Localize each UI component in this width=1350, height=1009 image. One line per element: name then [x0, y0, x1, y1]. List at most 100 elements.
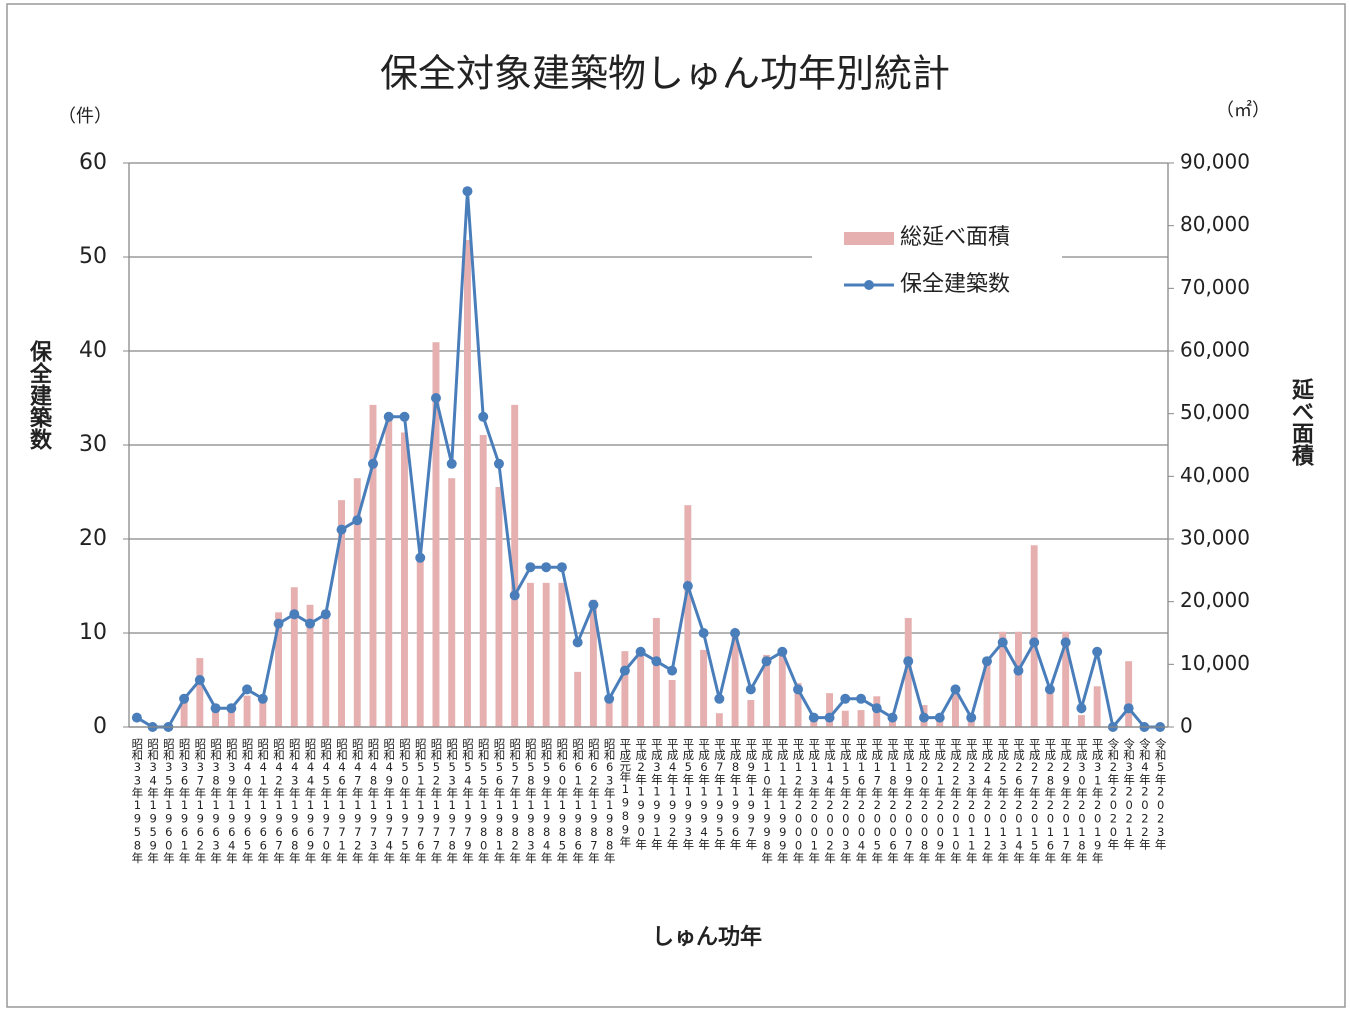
marker — [194, 675, 205, 685]
bar — [1077, 715, 1085, 727]
x-tick-label: 平成7年1995年 — [713, 738, 727, 850]
marker — [918, 712, 929, 723]
bar — [511, 404, 519, 727]
x-tick-label: 平成11年1999年 — [776, 738, 790, 863]
bar — [1093, 686, 1101, 727]
x-tick-label: 平成28年2016年 — [1043, 738, 1057, 863]
x-tick-label: 昭和46年1971年 — [335, 738, 349, 863]
bar — [747, 700, 755, 727]
legend-swatch — [844, 232, 894, 245]
x-tick-label: 平成22年2010年 — [949, 738, 963, 863]
y2-tick-label: 40,000 — [1180, 463, 1250, 487]
x-tick-label: 平成6年1994年 — [697, 738, 711, 850]
x-tick-label: 平成15年2003年 — [839, 738, 853, 863]
y2-tick-label: 50,000 — [1180, 400, 1250, 424]
marker — [1013, 665, 1024, 676]
marker — [588, 599, 599, 610]
legend-label: 総延べ面積 — [900, 225, 1010, 250]
bar — [605, 696, 613, 727]
x-tick-label: 昭和43年1968年 — [288, 738, 302, 863]
bar — [542, 582, 550, 727]
marker — [856, 693, 867, 704]
marker — [1060, 637, 1071, 648]
bar — [1046, 690, 1054, 727]
bar — [889, 720, 896, 727]
x-tick-label: 昭和39年1964年 — [225, 738, 239, 863]
x-tick-label: 平成31年2019年 — [1091, 738, 1105, 863]
y-tick-label: 30 — [79, 432, 107, 457]
marker — [1092, 646, 1103, 657]
bar — [1125, 661, 1133, 727]
x-tick-label: 令和5年2023年 — [1154, 737, 1168, 850]
x-tick-label: 昭和40年1965年 — [241, 738, 255, 863]
marker — [430, 393, 441, 403]
x-tick-label: 昭和53年1978年 — [445, 738, 459, 863]
bar — [353, 478, 361, 727]
marker — [289, 609, 300, 620]
bar — [952, 690, 959, 727]
marker — [714, 693, 725, 704]
bar — [904, 617, 912, 727]
marker — [1123, 703, 1134, 714]
marker — [903, 656, 914, 667]
marker — [777, 646, 788, 657]
bar — [778, 654, 786, 727]
marker — [399, 411, 410, 422]
marker — [682, 581, 693, 591]
bar — [243, 695, 251, 727]
y2-tick-label: 60,000 — [1180, 338, 1250, 362]
x-tick-label: 平成17年2005年 — [870, 738, 884, 863]
legend-label: 保全建築数 — [900, 272, 1010, 297]
marker — [242, 684, 253, 695]
y-tick-label: 50 — [79, 244, 107, 269]
y-tick-label: 0 — [93, 714, 107, 739]
x-tick-label: 令和4年2022年 — [1138, 737, 1152, 850]
marker — [793, 684, 804, 695]
x-tick-label: 昭和35年1960年 — [162, 738, 176, 863]
y2-tick-label: 90,000 — [1180, 150, 1250, 174]
bar — [652, 617, 660, 727]
bar — [290, 587, 298, 727]
x-tick-label: 昭和57年1982年 — [508, 738, 522, 863]
x-tick-label: 昭和63年1988年 — [603, 738, 617, 863]
marker — [525, 562, 536, 573]
marker — [368, 458, 379, 469]
marker — [966, 712, 977, 723]
bar — [574, 671, 582, 727]
x-tick-label: 昭和38年1963年 — [209, 738, 223, 863]
bar — [463, 240, 471, 727]
bar — [369, 404, 377, 727]
x-tick-label: 昭和62年1987年 — [587, 738, 601, 863]
x-tick-label: 昭和51年1976年 — [414, 738, 428, 863]
x-tick-label: 平成19年2007年 — [902, 738, 916, 863]
bar — [227, 705, 235, 727]
marker — [273, 618, 284, 629]
y2-tick-label: 0 — [1180, 714, 1193, 738]
x-tick-label: 昭和34年1959年 — [146, 738, 160, 863]
marker — [179, 693, 190, 704]
bar — [810, 720, 818, 727]
bar — [338, 500, 345, 727]
marker — [556, 562, 567, 573]
x-tick-label: 昭和47年1972年 — [351, 738, 365, 863]
bar — [259, 701, 267, 727]
x-tick-label: 昭和50年1975年 — [398, 738, 412, 863]
frame — [6, 3, 1346, 1008]
x-tick-label: 昭和48年1973年 — [367, 738, 381, 863]
marker — [257, 693, 268, 704]
y2-tick-label: 80,000 — [1180, 212, 1250, 236]
bar — [306, 604, 314, 727]
y-axis-title: 保全建築数 — [26, 340, 53, 451]
marker — [619, 665, 630, 676]
bar — [841, 710, 849, 727]
y-unit: （件） — [58, 106, 112, 127]
bar — [448, 478, 456, 727]
x-tick-label: 平成13年2001年 — [807, 738, 821, 863]
bar — [212, 710, 220, 727]
y-tick-label: 10 — [79, 620, 107, 645]
bar — [479, 434, 487, 727]
marker — [131, 712, 142, 723]
x-tick-label: 昭和49年1974年 — [382, 738, 396, 863]
marker — [840, 693, 851, 704]
